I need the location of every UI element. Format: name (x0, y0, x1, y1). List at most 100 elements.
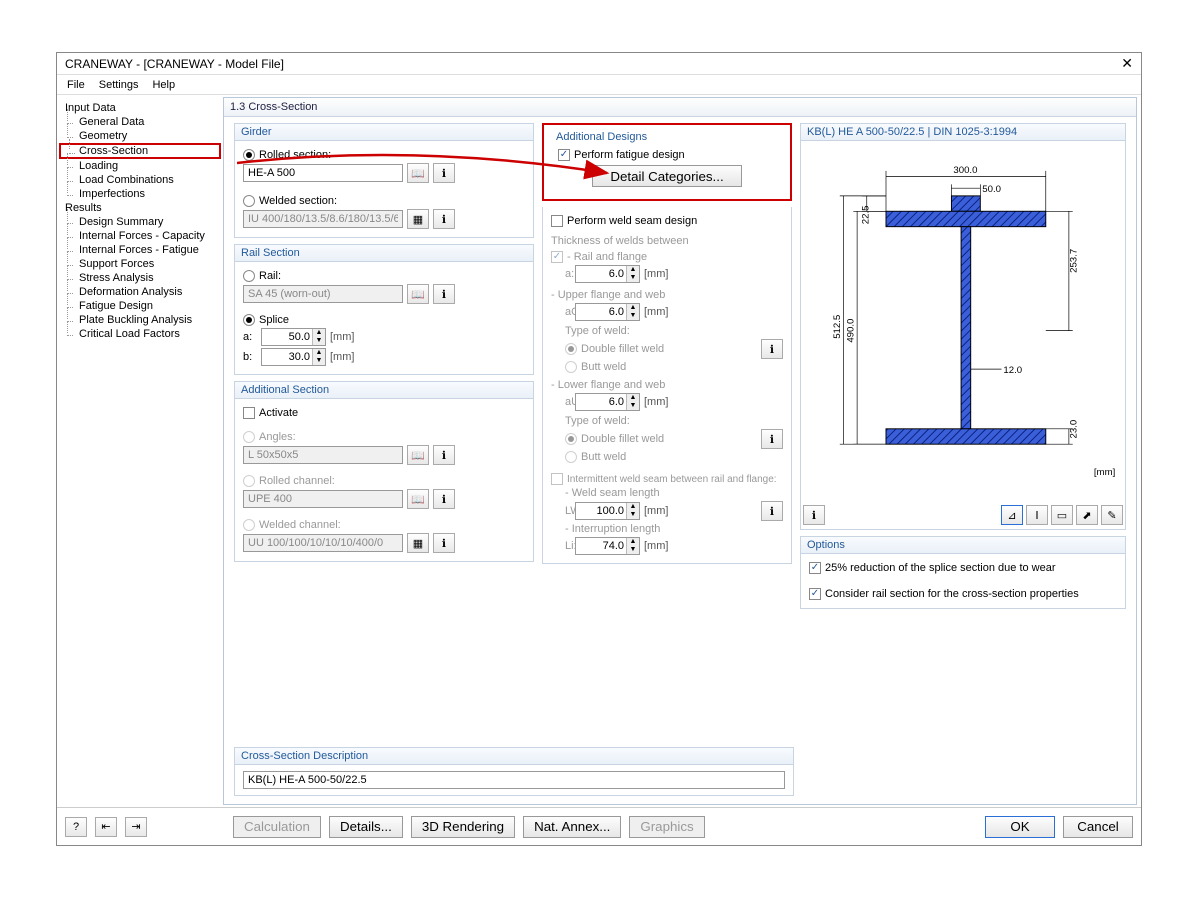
rail-section-group: Rail Section Rail: 📖ℹ Splice a: ▲▼ [mm] … (234, 244, 534, 375)
help-icon[interactable]: ? (65, 817, 87, 837)
li-label: Li: (551, 540, 571, 552)
menu-help[interactable]: Help (152, 79, 175, 91)
info-icon[interactable]: ℹ (803, 505, 825, 525)
ok-button[interactable]: OK (985, 816, 1055, 838)
svg-text:23.0: 23.0 (1069, 420, 1080, 439)
info-icon[interactable]: ℹ (433, 284, 455, 304)
view-icon-2[interactable]: Ⅰ (1026, 505, 1048, 525)
additional-section-title: Additional Section (235, 382, 533, 399)
next-icon[interactable]: ⇥ (125, 817, 147, 837)
column-2: Additional Designs Perform fatigue desig… (542, 123, 792, 741)
cs-description-title: Cross-Section Description (235, 748, 793, 765)
splice-radio[interactable] (243, 314, 255, 326)
mm-unit: [mm] (644, 540, 668, 552)
tree-stress-analysis[interactable]: Stress Analysis (59, 271, 221, 285)
dbl-fillet-label-2: Double fillet weld (581, 433, 664, 445)
additional-designs-group: Additional Designs Perform fatigue desig… (542, 123, 792, 201)
tree-support-forces[interactable]: Support Forces (59, 257, 221, 271)
lw-spinner: ▲▼ (575, 502, 640, 520)
additional-designs-title: Additional Designs (550, 129, 784, 145)
tree-if-capacity[interactable]: Internal Forces - Capacity (59, 229, 221, 243)
menu-file[interactable]: File (67, 79, 85, 91)
intermittent-label: Intermittent weld seam between rail and … (567, 474, 777, 485)
tree-general-data[interactable]: General Data (59, 115, 221, 129)
tree-geometry[interactable]: Geometry (59, 129, 221, 143)
view-icon-4[interactable]: ⬈ (1076, 505, 1098, 525)
opt1-checkbox[interactable] (809, 562, 821, 574)
mm-unit: [mm] (644, 396, 668, 408)
view-icon-3[interactable]: ▭ (1051, 505, 1073, 525)
activate-checkbox[interactable] (243, 407, 255, 419)
welded-channel-radio (243, 519, 255, 531)
fatigue-checkbox[interactable] (558, 149, 570, 161)
rolled-section-input[interactable] (243, 164, 403, 182)
splice-b-spinner[interactable]: ▲▼ (261, 348, 326, 366)
info-icon: ℹ (761, 339, 783, 359)
a-spinner: ▲▼ (575, 265, 640, 283)
mm-unit: [mm] (330, 351, 354, 363)
li-spinner: ▲▼ (575, 537, 640, 555)
opt2-checkbox[interactable] (809, 588, 821, 600)
library-icon: 📖 (407, 445, 429, 465)
svg-text:490.0: 490.0 (845, 319, 856, 343)
detail-categories-button[interactable]: Detail Categories... (592, 165, 742, 187)
nat-annex-button[interactable]: Nat. Annex... (523, 816, 621, 838)
tree-imperfections[interactable]: Imperfections (59, 187, 221, 201)
info-icon: ℹ (761, 429, 783, 449)
tree-critical-load[interactable]: Critical Load Factors (59, 327, 221, 341)
intermittent-check (551, 473, 563, 485)
cancel-button[interactable]: Cancel (1063, 816, 1133, 838)
activate-label: Activate (259, 407, 298, 419)
edit-icon[interactable]: ▦ (407, 209, 429, 229)
info-icon[interactable]: ℹ (433, 163, 455, 183)
info-icon: ℹ (433, 489, 455, 509)
close-icon[interactable]: ✕ (1121, 55, 1133, 72)
3d-rendering-button[interactable]: 3D Rendering (411, 816, 515, 838)
view-icon-1[interactable]: ⊿ (1001, 505, 1023, 525)
welded-channel-label: Welded channel: (259, 519, 341, 531)
a-label: a: (551, 268, 571, 280)
tree-fatigue-design[interactable]: Fatigue Design (59, 299, 221, 313)
rail-radio[interactable] (243, 270, 255, 282)
info-icon: ℹ (433, 533, 455, 553)
info-icon[interactable]: ℹ (433, 209, 455, 229)
rolled-channel-radio (243, 475, 255, 487)
rail-label: Rail: (259, 270, 281, 282)
tree-design-summary[interactable]: Design Summary (59, 215, 221, 229)
view-icon-5[interactable]: ✎ (1101, 505, 1123, 525)
au-spinner: ▲▼ (575, 393, 640, 411)
details-button[interactable]: Details... (329, 816, 403, 838)
opt2-label: Consider rail section for the cross-sect… (825, 588, 1079, 600)
ao-spinner: ▲▼ (575, 303, 640, 321)
rolled-section-label: Rolled section: (259, 149, 331, 161)
prev-icon[interactable]: ⇤ (95, 817, 117, 837)
tree-deformation[interactable]: Deformation Analysis (59, 285, 221, 299)
weld-len-label: - Weld seam length (551, 487, 783, 499)
titlebar: CRANEWAY - [CRANEWAY - Model File] ✕ (57, 53, 1141, 75)
info-icon: ℹ (433, 445, 455, 465)
butt-radio (565, 361, 577, 373)
lower-fw-label: - Lower flange and web (551, 379, 783, 391)
cs-description-input[interactable] (243, 771, 785, 789)
menu-settings[interactable]: Settings (99, 79, 139, 91)
tree-results[interactable]: Results (59, 201, 221, 215)
svg-text:22.5: 22.5 (861, 206, 872, 225)
calculation-button: Calculation (233, 816, 321, 838)
tree-load-combinations[interactable]: Load Combinations (59, 173, 221, 187)
tree-if-fatigue[interactable]: Internal Forces - Fatigue (59, 243, 221, 257)
welded-section-input (243, 210, 403, 228)
girder-title: Girder (235, 124, 533, 141)
welded-section-radio[interactable] (243, 195, 255, 207)
tree-input-data[interactable]: Input Data (59, 101, 221, 115)
weld-seam-checkbox[interactable] (551, 215, 563, 227)
rolled-section-radio[interactable] (243, 149, 255, 161)
tree-plate-buckling[interactable]: Plate Buckling Analysis (59, 313, 221, 327)
library-icon[interactable]: 📖 (407, 284, 429, 304)
splice-a-spinner[interactable]: ▲▼ (261, 328, 326, 346)
tree-loading[interactable]: Loading (59, 159, 221, 173)
svg-text:300.0: 300.0 (953, 165, 977, 176)
lw-label: LW: (551, 505, 571, 517)
tree-cross-section[interactable]: Cross-Section (59, 143, 221, 159)
library-icon[interactable]: 📖 (407, 163, 429, 183)
panel-header: 1.3 Cross-Section (224, 98, 1136, 117)
